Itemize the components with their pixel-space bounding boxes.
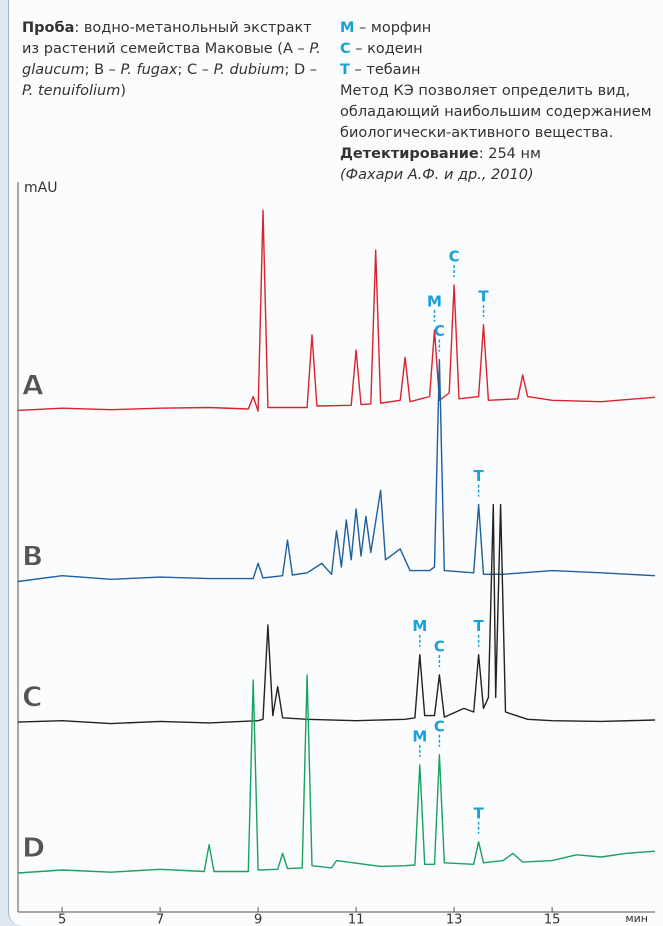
species: P. dubium xyxy=(213,62,285,78)
annotation: М xyxy=(427,292,442,310)
sample-text: : водно-метанольный экстракт из растений… xyxy=(22,20,312,57)
compound-name: – кодеин xyxy=(355,41,423,57)
sample-text: ; C – xyxy=(177,62,214,78)
panel xyxy=(8,0,663,926)
annotation: М xyxy=(412,617,427,635)
sample-text: ; B – xyxy=(84,62,121,78)
species: P. glaucum xyxy=(22,41,321,78)
annotation: С xyxy=(434,322,445,340)
annotation: С xyxy=(434,638,445,656)
species: P. tenuifolium xyxy=(22,83,121,99)
series-label: A xyxy=(22,368,44,401)
compound: С – кодеин xyxy=(340,39,655,60)
compound-code: Т xyxy=(340,62,350,78)
annotation: Т xyxy=(473,467,484,485)
compound-name: – тебаин xyxy=(354,62,421,78)
detection-text: : 254 нм xyxy=(478,146,541,162)
annotation: Т xyxy=(478,287,489,305)
compound: Т – тебаин xyxy=(340,60,655,81)
annotation: С xyxy=(434,717,445,735)
compound-code: С xyxy=(340,41,351,57)
compound: М – морфин xyxy=(340,18,655,39)
compound-name: – морфин xyxy=(359,20,432,36)
x-tick-label: 11 xyxy=(348,913,365,926)
sample-label: Проба xyxy=(22,20,75,36)
series-label: B xyxy=(22,540,43,573)
series-label: C xyxy=(22,680,43,713)
x-tick-label: 15 xyxy=(544,913,561,926)
x-axis-label: мин xyxy=(625,912,648,925)
note: Метод КЭ позволяет определить вид, облад… xyxy=(340,83,652,141)
annotation: Т xyxy=(473,804,484,822)
sample-description: Проба: водно-метанольный экстракт из рас… xyxy=(22,18,322,102)
sample-text: ) xyxy=(120,83,126,99)
trace xyxy=(17,503,656,725)
trace xyxy=(17,209,656,412)
source-text: (Фахари А.Ф. и др., 2010) xyxy=(340,167,534,183)
legend-block: М – морфин С – кодеин Т – тебаин Метод К… xyxy=(340,18,655,186)
species: P. fugax xyxy=(120,62,178,78)
y-axis-label: mAU xyxy=(24,180,57,196)
x-tick-label: 13 xyxy=(446,913,463,926)
compound-code: М xyxy=(340,20,355,36)
sample-text: ; D – xyxy=(284,62,318,78)
x-tick-label: 5 xyxy=(58,913,66,926)
x-tick-label: 7 xyxy=(156,913,164,926)
annotation: М xyxy=(412,727,427,745)
trace xyxy=(17,674,656,874)
trace xyxy=(17,359,656,583)
annotation: С xyxy=(449,247,460,265)
detection: Детектирование: 254 нм xyxy=(340,144,655,165)
detection-label: Детектирование xyxy=(340,146,479,162)
annotation: Т xyxy=(473,617,484,635)
x-tick-label: 9 xyxy=(254,913,262,926)
source: (Фахари А.Ф. и др., 2010) xyxy=(340,165,655,186)
series-label: D xyxy=(22,831,45,864)
